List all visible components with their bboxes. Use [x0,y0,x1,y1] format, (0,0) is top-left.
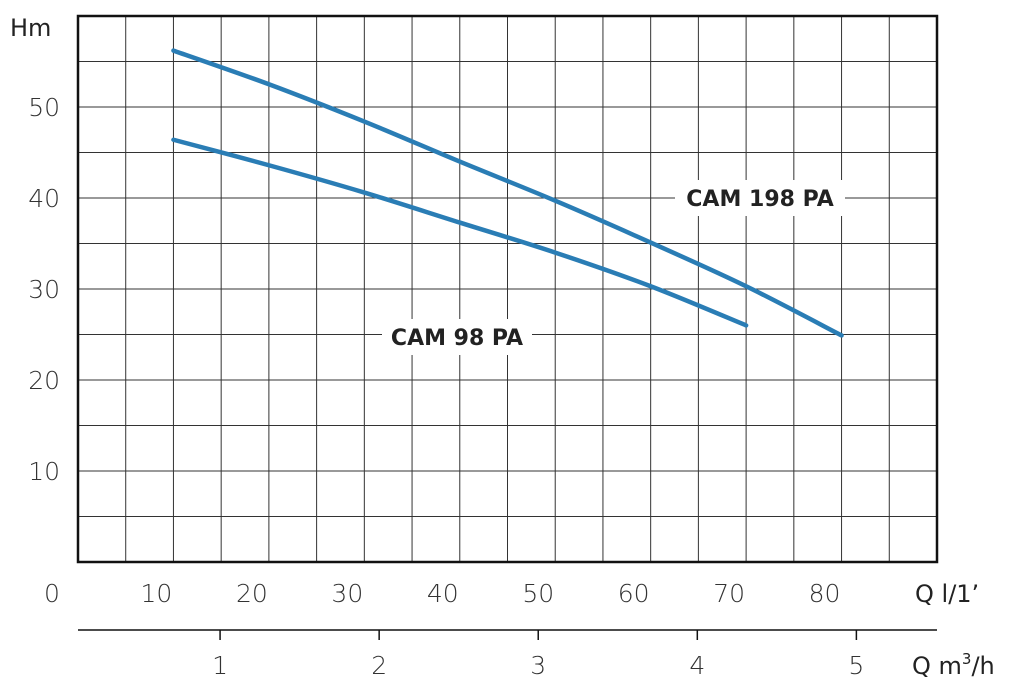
x2-tick-label: 3 [530,651,546,680]
series-label-background [382,319,532,355]
x2-tick-label: 1 [212,651,228,680]
x-tick-label: 80 [809,579,841,608]
tick-labels: 10 20 30 40 50 0 10 20 30 40 50 60 70 80 [28,93,840,608]
y-tick-label: 20 [28,366,60,395]
y-tick-label: 30 [28,275,60,304]
secondary-x-axis: 1 2 3 4 5 [78,629,937,680]
x-tick-label: 30 [331,579,363,608]
y-tick-label: 10 [28,457,60,486]
x-tick-label: 40 [427,579,459,608]
x2-tick-label: 5 [848,651,864,680]
x-tick-label: 0 [44,579,60,608]
y-tick-label: 40 [28,184,60,213]
series-line [171,48,844,338]
grid [78,16,937,562]
plot-area-frame [76,14,939,564]
curves [171,48,844,338]
x-tick-label: 20 [236,579,268,608]
x-tick-label: 50 [522,579,554,608]
series-label-background [675,180,845,216]
x2-tick-label: 2 [371,651,387,680]
x-tick-label: 10 [141,579,173,608]
x-tick-label: 60 [618,579,650,608]
y-axis-title: Hm [10,14,51,42]
y-tick-label: 50 [28,93,60,122]
x2-tick-label: 4 [689,651,705,680]
x2-axis-title: Q m3/h [912,650,995,680]
series-label: CAM 98 PA [391,326,523,351]
series-line [171,137,749,328]
x-axis-title: Q l/1’ [915,580,979,608]
series-label: CAM 198 PA [686,187,833,212]
series-labels: CAM 198 PA CAM 98 PA [382,180,845,355]
x-tick-label: 70 [713,579,745,608]
